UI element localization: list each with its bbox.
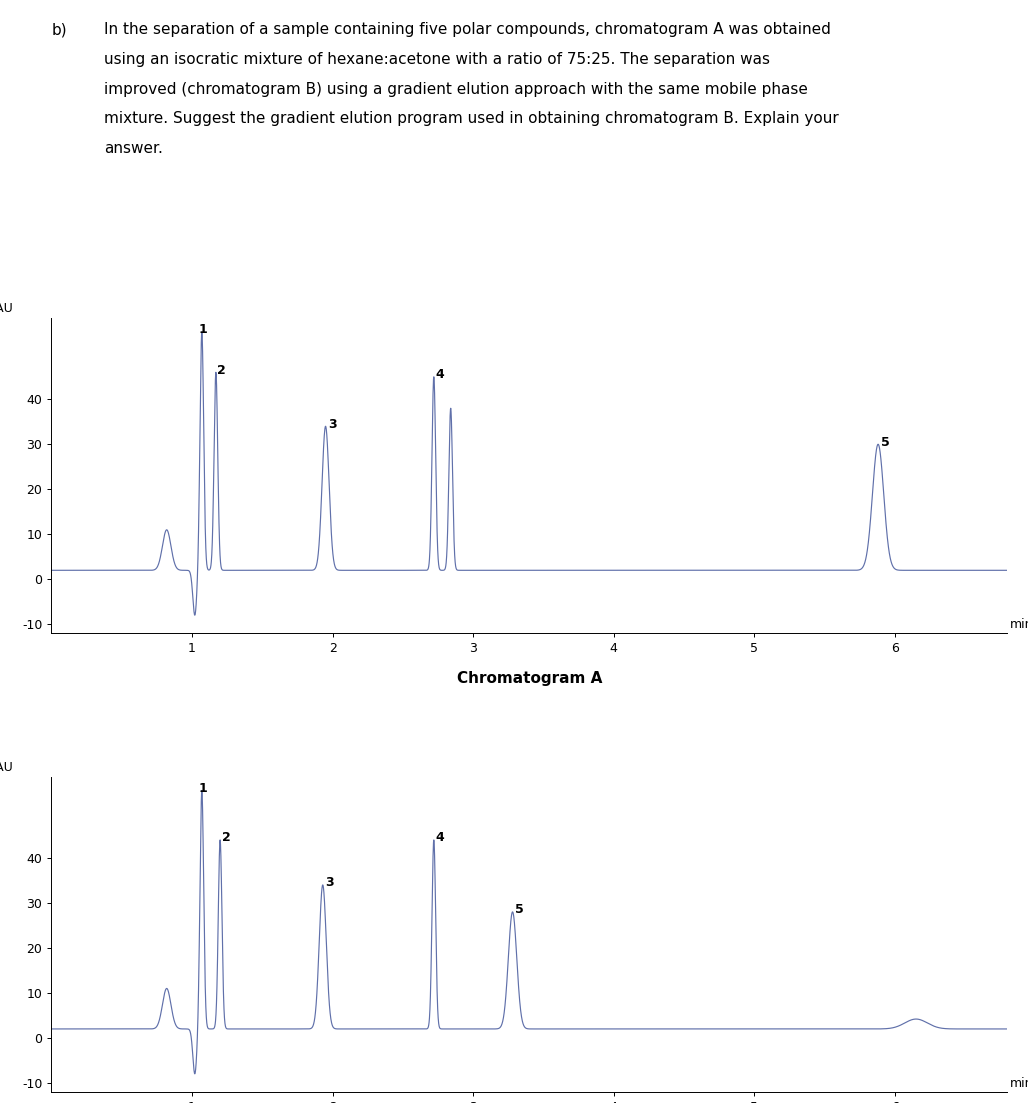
Text: 4: 4 <box>435 832 444 845</box>
Text: 2: 2 <box>221 832 230 845</box>
Text: 5: 5 <box>881 436 889 449</box>
Text: mixture. Suggest the gradient elution program used in obtaining chromatogram B. : mixture. Suggest the gradient elution pr… <box>104 111 839 127</box>
Y-axis label: mAU: mAU <box>0 761 13 773</box>
Text: using an isocratic mixture of hexane:acetone with a ratio of 75:25. The separati: using an isocratic mixture of hexane:ace… <box>104 52 770 67</box>
Text: Chromatogram A: Chromatogram A <box>456 671 602 686</box>
Text: min: min <box>1011 1077 1028 1090</box>
Text: b): b) <box>51 22 67 38</box>
Text: answer.: answer. <box>104 141 162 157</box>
Text: min: min <box>1011 618 1028 631</box>
Text: improved (chromatogram B) using a gradient elution approach with the same mobile: improved (chromatogram B) using a gradie… <box>104 82 808 97</box>
Y-axis label: mAU: mAU <box>0 302 13 315</box>
Text: 1: 1 <box>199 323 208 336</box>
Text: 1: 1 <box>199 782 208 795</box>
Text: 2: 2 <box>217 364 226 377</box>
Text: 4: 4 <box>435 368 444 382</box>
Text: 3: 3 <box>328 418 337 431</box>
Text: In the separation of a sample containing five polar compounds, chromatogram A wa: In the separation of a sample containing… <box>104 22 831 38</box>
Text: 5: 5 <box>515 903 524 917</box>
Text: 3: 3 <box>326 877 334 889</box>
